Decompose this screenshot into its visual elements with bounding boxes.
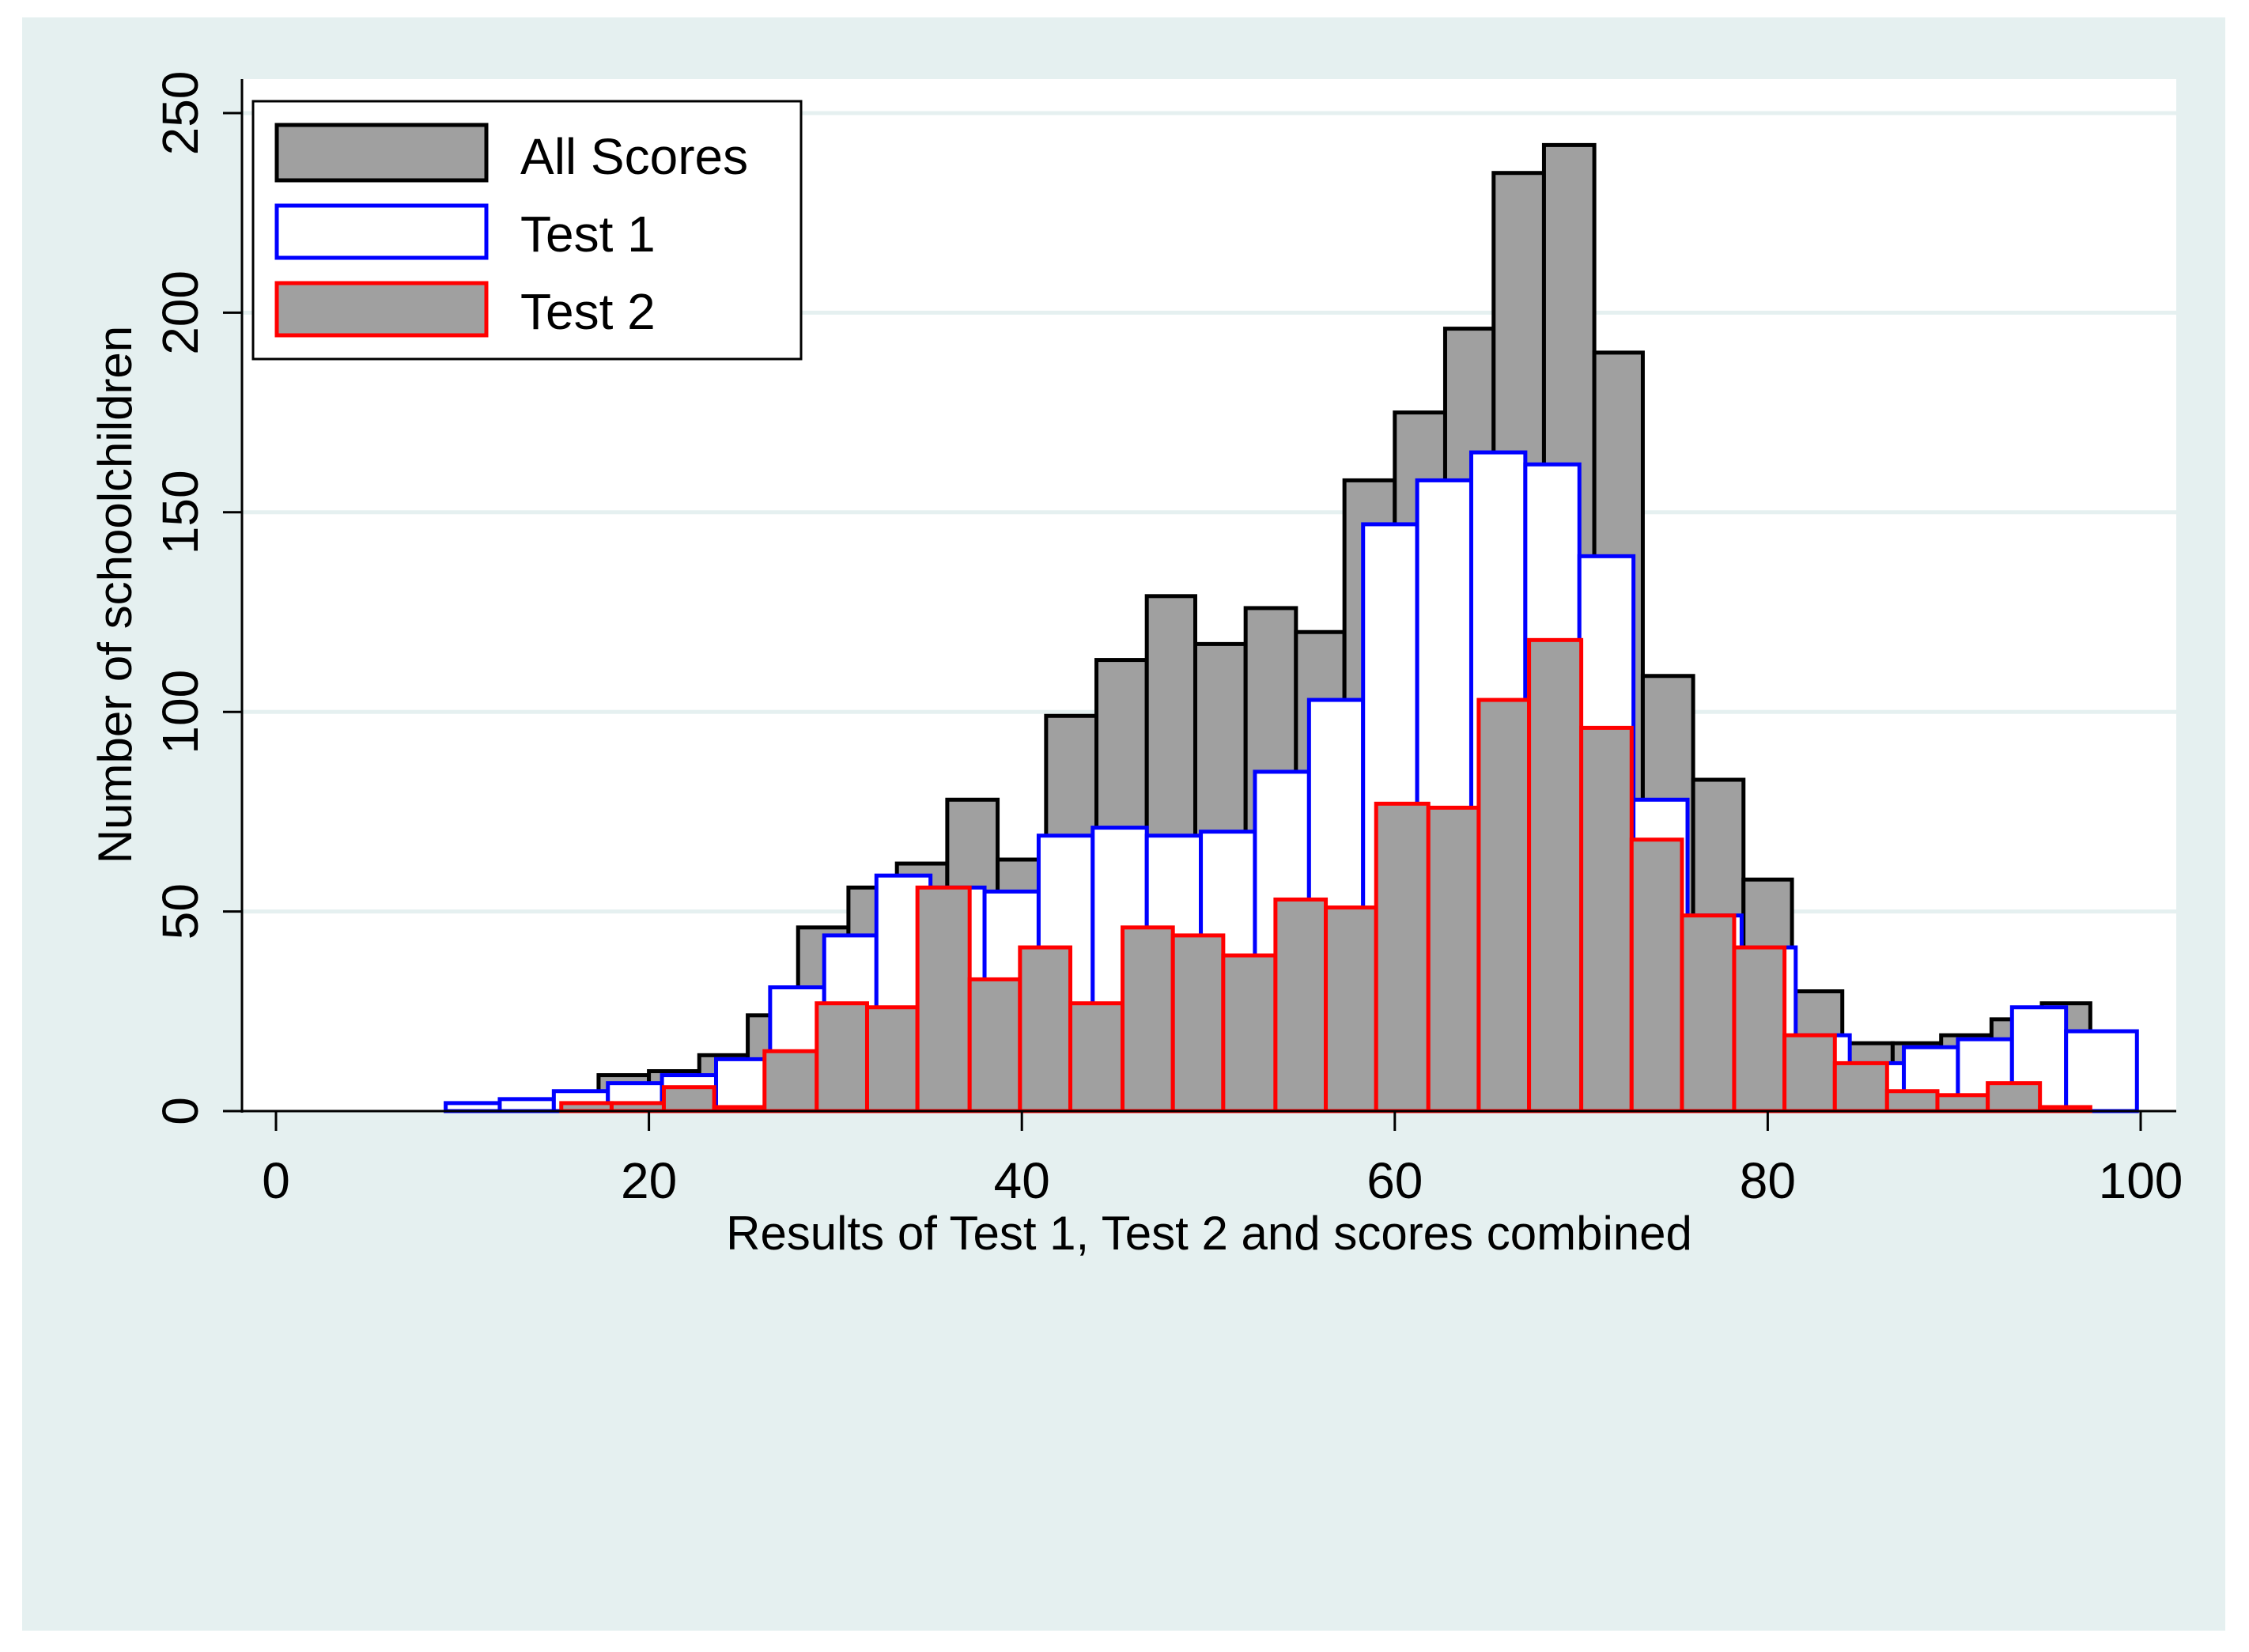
bar-test-2-20: [1579, 725, 1634, 1113]
bar-test-2-27: [1935, 1093, 1990, 1113]
y-tick-label-100: 100: [152, 670, 209, 754]
bar-test-2-22: [1680, 913, 1737, 1113]
axis-ticks: 0 20 40 60 80 100 0 50 100 150 200 250: [152, 71, 2183, 1209]
bar-test-2-6: [864, 1005, 920, 1113]
bar-test-2-1: [609, 1101, 666, 1113]
y-tick-label-50: 50: [152, 883, 209, 939]
axes: [240, 79, 2176, 1113]
bar-test-2-13: [1221, 953, 1278, 1113]
bar-test-2-17: [1426, 805, 1481, 1113]
bar-test-2-14: [1273, 897, 1329, 1113]
bar-test-1-30: [2064, 1029, 2139, 1113]
histogram-bars: [444, 142, 2139, 1113]
legend-label-test-2: Test 2: [520, 283, 656, 340]
x-tick-label-60: 60: [1366, 1152, 1423, 1209]
bar-test-2-8: [967, 977, 1022, 1113]
legend-label-all-scores: All Scores: [520, 128, 748, 185]
bar-test-2-28: [1986, 1081, 2043, 1113]
bar-test-1-0: [444, 1101, 502, 1113]
bar-test-2-26: [1884, 1089, 1940, 1113]
bar-test-2-21: [1629, 837, 1684, 1113]
x-axis-label: Results of Test 1, Test 2 and scores com…: [726, 1207, 1692, 1260]
bar-test-2-12: [1170, 933, 1226, 1113]
bar-test-2-2: [661, 1085, 716, 1113]
bar-test-2-10: [1068, 1001, 1125, 1113]
y-tick-label-0: 0: [152, 1097, 209, 1125]
bar-test-2-18: [1476, 697, 1532, 1113]
bar-test-2-5: [815, 1001, 869, 1113]
x-tick-label-80: 80: [1740, 1152, 1796, 1209]
x-tick-label-0: 0: [262, 1152, 290, 1209]
y-axis-label: Number of schoolchildren: [89, 326, 142, 864]
legend-swatch-test-2: [274, 281, 489, 338]
bar-test-2-7: [915, 885, 972, 1113]
y-tick-label-250: 250: [152, 71, 209, 156]
bar-test-2-9: [1018, 945, 1073, 1113]
y-tick-label-200: 200: [152, 270, 209, 355]
legend: All Scores Test 1 Test 2: [251, 100, 803, 361]
bar-test-2-16: [1374, 801, 1431, 1113]
legend-label-test-1: Test 1: [520, 206, 656, 263]
bar-test-2-19: [1527, 637, 1584, 1113]
y-tick-label-150: 150: [152, 470, 209, 554]
legend-swatch-all-scores: [274, 123, 489, 183]
bar-test-1-1: [497, 1097, 556, 1113]
legend-swatch-test-1: [274, 203, 489, 260]
bar-test-1-5: [713, 1057, 773, 1113]
bar-test-2-4: [762, 1049, 819, 1113]
x-tick-label-100: 100: [2099, 1152, 2183, 1209]
bar-test-2-23: [1732, 945, 1787, 1113]
bar-test-2-0: [559, 1101, 614, 1113]
x-tick-label-40: 40: [994, 1152, 1050, 1209]
bar-test-2-11: [1121, 925, 1175, 1113]
series-test-2: [559, 637, 2092, 1113]
bar-test-2-25: [1832, 1060, 1889, 1113]
bar-test-2-15: [1324, 905, 1378, 1113]
bar-test-2-24: [1782, 1033, 1837, 1113]
x-tick-label-20: 20: [621, 1152, 677, 1209]
